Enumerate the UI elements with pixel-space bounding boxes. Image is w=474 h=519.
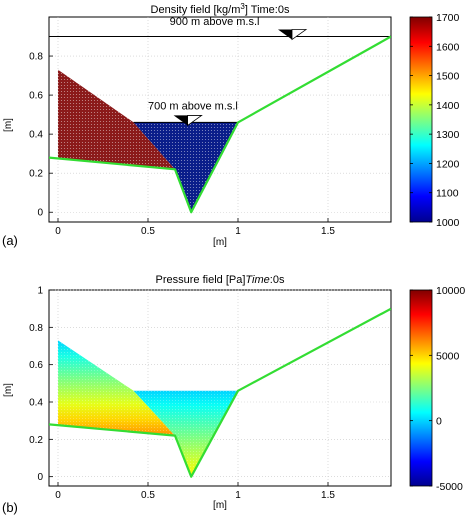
panel-a-xlabel: [m] [213,237,227,248]
panel-a-region-water-texture [133,122,238,213]
panel-b-y-ticks: 0 0.2 0.4 0.6 0.8 1 [29,286,53,483]
panel-a-level-marker-0-right [291,29,308,41]
panel-b-y-tick-label-2: 0.4 [29,398,43,409]
panel-a-cb-tick-label-3: 1300 [436,129,460,141]
panel-a-region-soil-texture [58,69,175,170]
panel-a-annotations: 900 m above m.s.l 700 m above m.s.l [148,16,259,113]
panel-a-cb-tick-label-7: 1700 [436,12,460,24]
panel-b-y-tick-label-5: 1 [37,286,43,297]
panel-a-y-tick-label-3: 0.6 [29,91,43,102]
panel-a-x-ticks: 0 0.5 1 1.5 [55,218,335,237]
panel-a-label: (a) [2,233,18,248]
panel-a-cb-tick-label-2: 1200 [436,158,460,170]
panel-a-x-tick-label-1: 0.5 [141,226,155,237]
panel-b-bed-polyline [49,307,391,478]
panel-a-x-tick-label-0: 0 [55,226,61,237]
panel-b-colorbar-ticks: -5000 0 5000 10000 [410,285,465,493]
panel-a-y-tick-label-1: 0.2 [29,169,43,180]
panel-a-cb-tick-label-4: 1400 [436,100,460,112]
panel-a-cb-tick-label-1: 1100 [436,188,459,200]
panel-b: Pressure field [Pa]Time:0s 0 0.5 1 1.5 0 0.2… [2,274,465,515]
panel-b-cb-tick-label-0: -5000 [436,481,463,493]
panel-a-x-tick-label-3: 1.5 [321,226,335,237]
panel-a-bed-line [49,35,391,214]
panel-b-x-tick-label-1: 0.5 [141,490,155,501]
panel-a-level-marker-1-right [187,115,203,127]
panel-a-level-marker-1-left [173,115,188,126]
panel-b-x-tick-label-3: 1.5 [321,490,335,501]
panel-b-ylabel: [m] [3,383,14,397]
panel-b-bed-line [49,307,391,478]
panel-a-y-tick-label-4: 0.8 [29,52,43,63]
panel-a-cb-tick-label-0: 1000 [436,217,460,229]
panel-b-y-tick-label-4: 0.8 [29,323,43,334]
panel-a-colorbar-ticks: 1000 1100 1200 1300 1400 1500 1600 1700 [410,12,460,229]
panel-a-x-tick-label-2: 1 [235,226,241,237]
panel-a: Density field [kg/m3] Time:0s 900 m abov… [2,2,460,248]
panel-a-bed-polyline [49,35,391,214]
panel-b-title: Pressure field [Pa]Time:0s [156,274,285,286]
panel-a-annotation-0: 900 m above m.s.l [170,16,260,28]
panel-a-y-tick-label-2: 0.4 [29,130,43,141]
panel-a-y-tick-label-0: 0 [37,208,43,219]
panel-b-label: (b) [2,500,18,515]
panel-b-y-tick-label-3: 0.6 [29,360,43,371]
panel-a-y-ticks: 0 0.2 0.4 0.6 0.8 [29,52,53,219]
panel-b-regions [58,340,238,477]
panel-a-ylabel: [m] [3,118,14,132]
panel-a-colorbar [409,16,433,223]
panel-a-cb-tick-label-6: 1600 [436,41,460,53]
panel-b-region-water-texture [133,390,238,477]
panel-b-y-tick-label-0: 0 [37,472,43,483]
panel-a-title: Density field [kg/m3] Time:0s [151,2,290,16]
panel-b-x-tick-label-0: 0 [55,490,61,501]
panel-b-cb-tick-label-2: 5000 [436,350,460,362]
panel-b-cb-tick-label-1: 0 [436,416,442,428]
panel-a-level-lines [49,29,391,127]
panel-b-x-ticks: 0 0.5 1 1.5 [55,482,335,501]
panel-b-region-soil-texture [58,340,175,436]
panel-b-colorbar [409,289,433,487]
panel-a-regions [58,69,238,213]
panel-b-xlabel: [m] [213,500,227,511]
panel-b-y-tick-label-1: 0.2 [29,435,43,446]
panel-b-grid [49,289,391,486]
panel-a-cb-tick-label-5: 1500 [436,71,460,83]
panel-b-x-tick-label-2: 1 [235,490,241,501]
panel-b-cb-tick-label-3: 10000 [436,285,465,297]
panel-a-level-marker-0-left [278,29,292,40]
panel-a-annotation-1: 700 m above m.s.l [148,101,238,113]
